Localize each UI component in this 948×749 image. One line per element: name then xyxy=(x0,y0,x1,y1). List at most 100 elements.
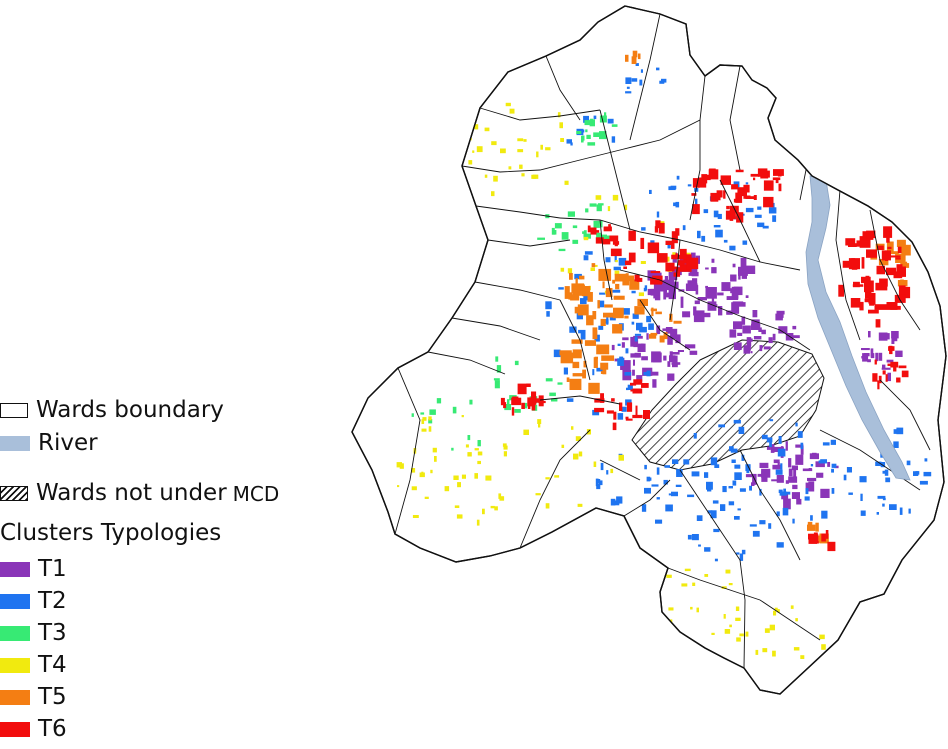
cluster-patch-t2 xyxy=(641,504,647,512)
cluster-patch-t2 xyxy=(785,491,791,495)
cluster-patch-t5 xyxy=(624,315,629,319)
cluster-patch-t2 xyxy=(752,530,760,537)
cluster-patch-t1 xyxy=(733,321,743,330)
cluster-patch-t4 xyxy=(490,505,495,509)
cluster-patch-t5 xyxy=(569,378,582,390)
cluster-patch-t2 xyxy=(745,182,749,185)
cluster-patch-t2 xyxy=(843,474,847,481)
cluster-patch-t4 xyxy=(638,292,644,297)
cluster-patch-t1 xyxy=(636,375,643,382)
cluster-patch-t4 xyxy=(681,583,688,587)
cluster-patch-t2 xyxy=(607,118,614,124)
cluster-patch-t1 xyxy=(690,252,696,259)
cluster-patch-t2 xyxy=(656,467,660,475)
cluster-patch-t6 xyxy=(538,400,546,404)
cluster-patch-t1 xyxy=(641,356,648,361)
cluster-patch-t3 xyxy=(428,419,433,424)
cluster-patch-t2 xyxy=(908,508,911,514)
cluster-patch-t1 xyxy=(689,350,698,355)
cluster-patch-t1 xyxy=(867,359,871,363)
cluster-patch-t6 xyxy=(878,375,882,384)
cluster-patch-t1 xyxy=(622,337,629,341)
cluster-patch-t6 xyxy=(658,222,665,234)
cluster-patch-t6 xyxy=(735,192,743,203)
river xyxy=(805,175,911,481)
cluster-patch-t2 xyxy=(846,467,852,473)
cluster-patch-t3 xyxy=(587,142,596,146)
cluster-patch-t1 xyxy=(807,477,817,482)
cluster-patch-t6 xyxy=(634,274,640,282)
cluster-patch-t4 xyxy=(557,112,561,118)
cluster-patch-t1 xyxy=(766,446,771,450)
cluster-patch-t4 xyxy=(590,267,595,271)
cluster-patch-t1 xyxy=(753,336,762,340)
cluster-patch-t2 xyxy=(889,504,897,510)
cluster-patch-t5 xyxy=(596,344,610,355)
cluster-patch-t4 xyxy=(503,445,508,450)
cluster-patch-t6 xyxy=(865,291,872,299)
cluster-patch-t2 xyxy=(876,512,879,515)
cluster-patch-t5 xyxy=(612,324,623,334)
cluster-patch-t6 xyxy=(859,236,871,248)
cluster-patch-t5 xyxy=(571,339,583,344)
cluster-patch-t2 xyxy=(643,287,647,292)
cluster-patch-t6 xyxy=(885,374,888,382)
cluster-patch-t2 xyxy=(609,317,616,321)
cluster-patch-t5 xyxy=(629,279,640,290)
cluster-patch-t2 xyxy=(776,511,780,517)
cluster-patch-t5 xyxy=(560,352,574,364)
cluster-patch-t2 xyxy=(778,489,783,493)
cluster-patch-t5 xyxy=(807,521,813,525)
cluster-patch-t3 xyxy=(586,134,591,139)
cluster-patch-t6 xyxy=(887,272,893,275)
cluster-patch-t1 xyxy=(870,348,874,357)
cluster-patch-t6 xyxy=(632,414,643,419)
cluster-patch-t3 xyxy=(572,239,579,244)
cluster-patch-t1 xyxy=(734,302,746,307)
cluster-patch-t6 xyxy=(600,393,604,403)
cluster-patch-t1 xyxy=(770,444,775,453)
cluster-patch-t6 xyxy=(879,278,888,287)
cluster-patch-t2 xyxy=(830,439,836,445)
cluster-patch-t2 xyxy=(600,462,604,471)
cluster-patch-t2 xyxy=(734,472,742,480)
cluster-patch-t6 xyxy=(692,178,700,188)
cluster-patch-t6 xyxy=(901,370,909,378)
cluster-patch-t1 xyxy=(668,268,672,280)
cluster-patch-t1 xyxy=(743,345,750,354)
legend-label-wards-not-under: Wards not under xyxy=(36,480,227,506)
cluster-patch-t6 xyxy=(900,286,911,299)
cluster-patch-t5 xyxy=(593,357,598,368)
cluster-patch-t5 xyxy=(574,306,581,314)
cluster-patch-t2 xyxy=(566,398,574,402)
cluster-patch-t2 xyxy=(621,406,627,412)
cluster-patch-t4 xyxy=(502,443,507,447)
cluster-patch-t5 xyxy=(591,263,596,268)
cluster-patch-t4 xyxy=(519,164,523,169)
cluster-patch-t2 xyxy=(820,459,827,464)
cluster-patch-t2 xyxy=(626,86,630,89)
cluster-patch-t2 xyxy=(596,367,604,372)
cluster-patch-t1 xyxy=(792,325,797,330)
cluster-patch-t3 xyxy=(576,131,582,134)
typology-swatch-t6 xyxy=(0,722,30,737)
cluster-patch-t2 xyxy=(713,225,721,228)
cluster-patch-t2 xyxy=(626,387,629,391)
cluster-patch-t2 xyxy=(691,534,699,541)
cluster-patch-t4 xyxy=(545,503,550,509)
cluster-patch-t2 xyxy=(761,434,768,440)
cluster-patch-t5 xyxy=(601,355,615,361)
cluster-patch-t2 xyxy=(777,448,786,457)
cluster-patch-t1 xyxy=(745,474,757,478)
cluster-patch-t6 xyxy=(612,241,620,245)
cluster-patch-t1 xyxy=(705,285,708,289)
cluster-patch-t6 xyxy=(603,226,612,232)
cluster-patch-t1 xyxy=(785,480,789,484)
cluster-patch-t1 xyxy=(861,356,868,359)
cluster-patch-t5 xyxy=(592,311,597,320)
typology-label-t1: T1 xyxy=(38,556,67,582)
cluster-patch-t1 xyxy=(705,267,709,270)
cluster-patch-t1 xyxy=(693,306,697,316)
cluster-patch-t2 xyxy=(759,520,766,525)
cluster-patch-t3 xyxy=(554,223,562,229)
